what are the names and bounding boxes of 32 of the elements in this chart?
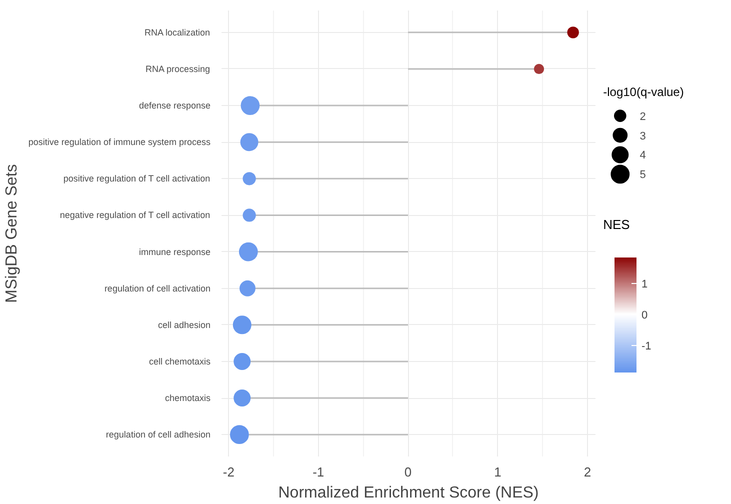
legend-label: 4 — [640, 150, 646, 162]
y-axis-title: MSigDB Gene Sets — [3, 164, 20, 303]
color-bar-label: -1 — [642, 340, 652, 352]
y-tick-label: RNA localization — [144, 27, 210, 38]
y-tick-label: immune response — [138, 246, 211, 257]
legend-label: 5 — [640, 169, 646, 182]
y-tick-label: regulation of cell activation — [104, 283, 210, 294]
legend-label: 2 — [640, 110, 646, 123]
x-axis-title: Normalized Enrichment Score (NES) — [278, 484, 539, 502]
x-tick-label: 0 — [404, 464, 412, 480]
y-tick-label: regulation of cell adhesion — [106, 430, 211, 440]
y-tick-label: positive regulation of immune system process — [28, 137, 211, 148]
y-tick-label: RNA processing — [145, 64, 210, 74]
x-tick-label: -2 — [222, 464, 234, 480]
color-bar-label: 0 — [642, 309, 648, 322]
y-tick-label: defense response — [138, 100, 211, 111]
y-tick-label: chemotaxis — [164, 393, 211, 404]
point — [234, 352, 251, 370]
y-tick-label: negative regulation of T cell activation — [60, 210, 210, 220]
y-tick-label: positive regulation of T cell activation — [63, 174, 210, 184]
point — [234, 390, 251, 406]
y-tick-label: cell chemotaxis — [148, 356, 211, 366]
legend-label: 3 — [640, 130, 646, 142]
y-tick-label: cell adhesion — [158, 320, 211, 330]
legend-title: -log10(q-value) — [603, 84, 684, 99]
x-tick-label: 1 — [494, 464, 502, 480]
color-bar-label: 1 — [642, 278, 648, 290]
point — [240, 280, 256, 296]
point — [240, 133, 258, 152]
color-bar-title: NES — [603, 217, 630, 232]
x-tick-label: 2 — [584, 464, 592, 480]
x-tick-label: -1 — [312, 464, 324, 480]
